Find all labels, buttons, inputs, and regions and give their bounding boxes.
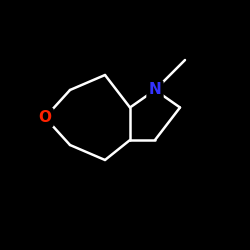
Text: N: N bbox=[148, 82, 162, 98]
Text: O: O bbox=[38, 110, 52, 125]
